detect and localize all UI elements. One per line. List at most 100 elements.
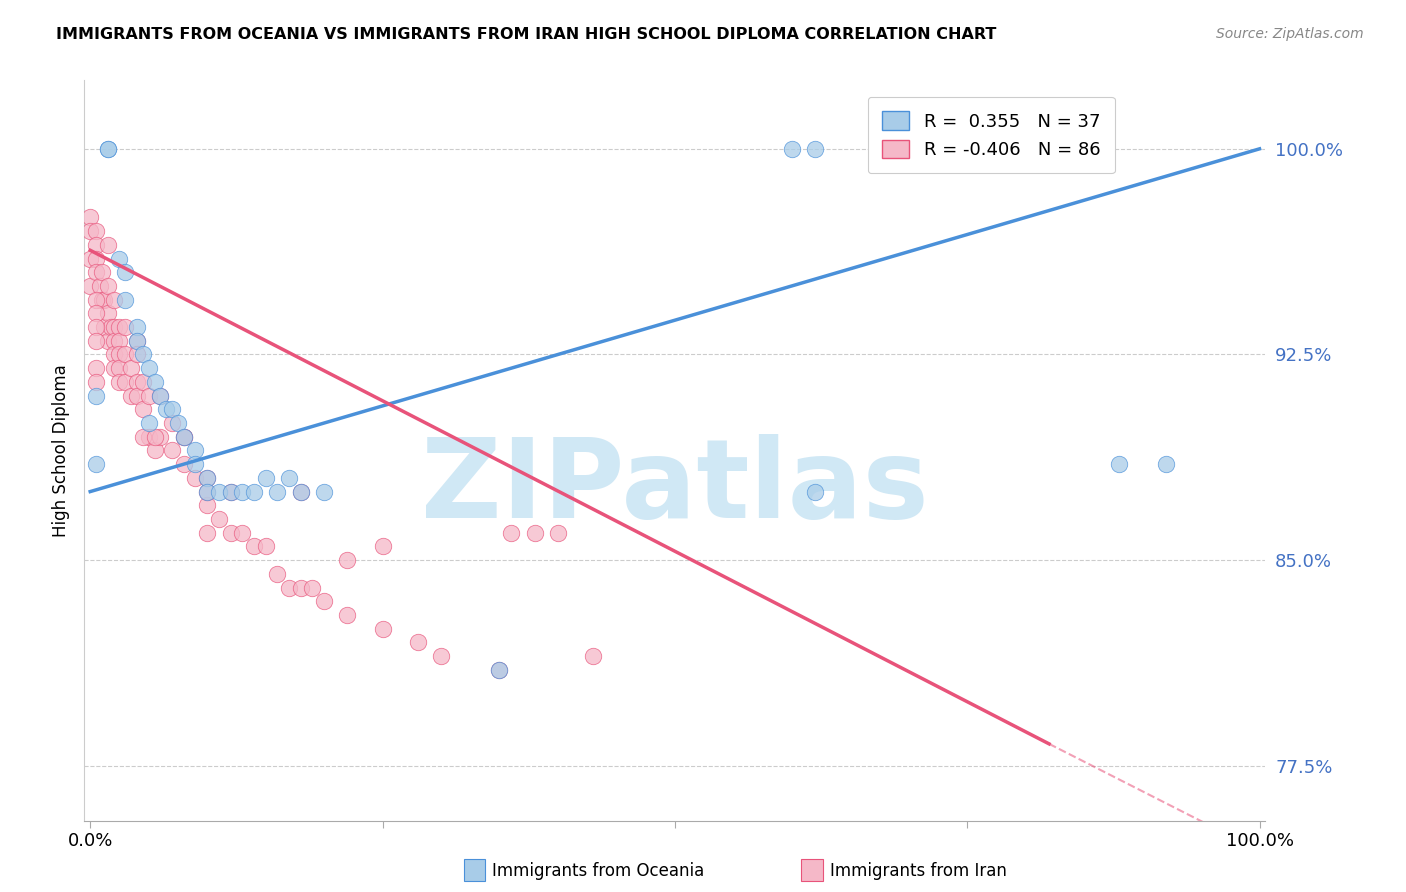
Point [195, 498, 218, 512]
Point [184, 457, 207, 471]
Point [97, 334, 120, 348]
Point [173, 430, 195, 444]
Point [184, 443, 207, 458]
Point [108, 361, 131, 376]
Text: IMMIGRANTS FROM OCEANIA VS IMMIGRANTS FROM IRAN HIGH SCHOOL DIPLOMA CORRELATION : IMMIGRANTS FROM OCEANIA VS IMMIGRANTS FR… [56, 27, 997, 42]
Point [125, 320, 148, 334]
Point [195, 484, 218, 499]
Point [125, 347, 148, 361]
Point [114, 320, 136, 334]
Point [125, 334, 148, 348]
Point [243, 540, 266, 554]
Point [114, 265, 136, 279]
Point [97, 142, 120, 156]
Point [132, 347, 155, 361]
Point [108, 334, 131, 348]
Point [97, 142, 120, 156]
Point [84, 375, 107, 389]
Point [336, 607, 359, 622]
Point [138, 430, 160, 444]
Point [79, 224, 101, 238]
Point [149, 389, 172, 403]
Point [114, 375, 136, 389]
Point [523, 525, 546, 540]
Point [804, 142, 827, 156]
Point [84, 252, 107, 266]
Point [430, 649, 453, 664]
Point [155, 402, 177, 417]
Point [266, 566, 288, 581]
Point [108, 252, 131, 266]
Point [219, 484, 242, 499]
Point [254, 540, 277, 554]
Point [84, 237, 107, 252]
Point [90, 265, 112, 279]
Point [125, 334, 148, 348]
Point [195, 471, 218, 485]
Point [195, 484, 218, 499]
Point [231, 525, 253, 540]
Point [132, 402, 155, 417]
Point [547, 525, 569, 540]
Point [582, 649, 605, 664]
Point [312, 484, 335, 499]
Point [780, 142, 803, 156]
Y-axis label: High School Diploma: High School Diploma [52, 364, 70, 537]
Point [84, 293, 107, 307]
Point [243, 484, 266, 499]
Point [195, 471, 218, 485]
Point [160, 443, 183, 458]
Point [173, 430, 195, 444]
Point [97, 279, 120, 293]
Point [290, 484, 312, 499]
Point [290, 484, 312, 499]
Point [219, 484, 242, 499]
Point [84, 265, 107, 279]
Point [160, 416, 183, 430]
Point [208, 512, 231, 526]
Point [79, 252, 101, 266]
FancyBboxPatch shape [464, 859, 485, 881]
Point [301, 581, 323, 595]
Point [138, 361, 160, 376]
Point [84, 361, 107, 376]
Point [100, 320, 122, 334]
Point [120, 389, 142, 403]
Legend: R =  0.355   N = 37, R = -0.406   N = 86: R = 0.355 N = 37, R = -0.406 N = 86 [868, 96, 1115, 173]
Point [173, 430, 195, 444]
Point [84, 224, 107, 238]
Point [79, 211, 101, 225]
Point [290, 581, 312, 595]
Text: Immigrants from Oceania: Immigrants from Oceania [492, 862, 704, 880]
Text: Immigrants from Iran: Immigrants from Iran [830, 862, 1007, 880]
Point [108, 347, 131, 361]
Point [114, 293, 136, 307]
Point [90, 293, 112, 307]
Point [93, 293, 115, 307]
Point [143, 430, 166, 444]
Point [278, 471, 301, 485]
Point [93, 320, 115, 334]
Point [501, 525, 523, 540]
Point [184, 471, 207, 485]
Point [125, 389, 148, 403]
Point [804, 484, 827, 499]
Point [254, 471, 277, 485]
Point [143, 443, 166, 458]
Point [160, 402, 183, 417]
Point [266, 484, 288, 499]
Point [1108, 457, 1130, 471]
Point [84, 334, 107, 348]
Point [132, 375, 155, 389]
Point [149, 389, 172, 403]
Text: Source: ZipAtlas.com: Source: ZipAtlas.com [1216, 27, 1364, 41]
Point [97, 306, 120, 320]
Point [108, 320, 131, 334]
Point [149, 430, 172, 444]
Point [371, 622, 394, 636]
Point [231, 484, 253, 499]
Point [79, 279, 101, 293]
Point [278, 581, 301, 595]
Point [84, 306, 107, 320]
Point [138, 389, 160, 403]
